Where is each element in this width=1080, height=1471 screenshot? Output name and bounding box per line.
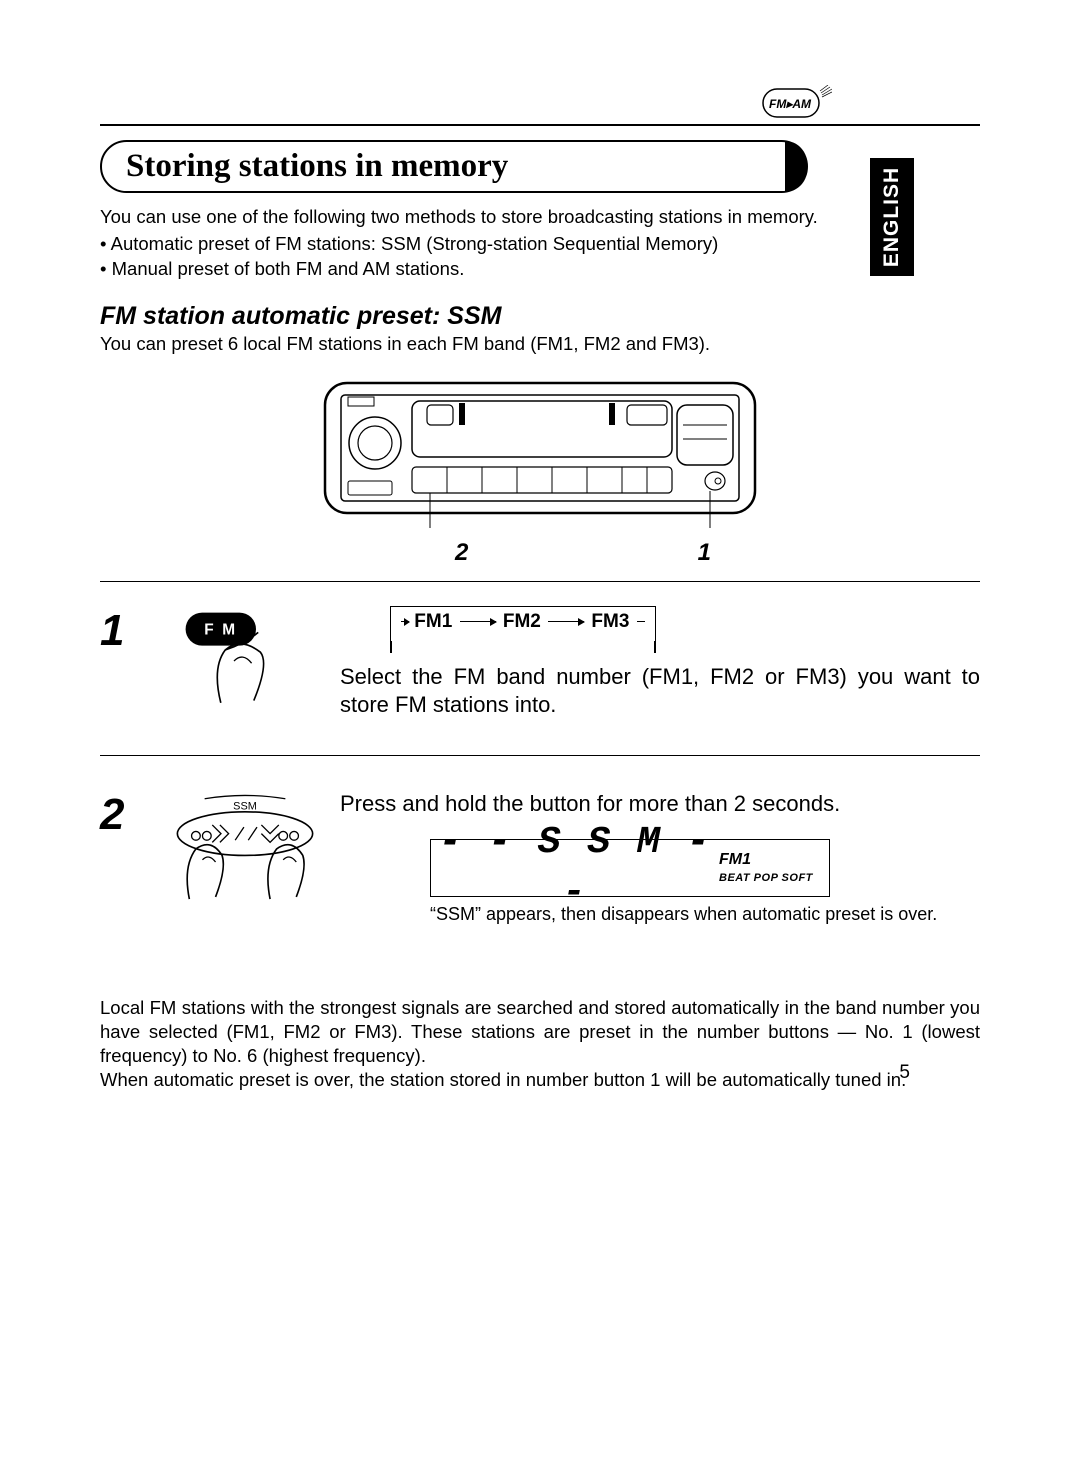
- display-eq-labels: BEAT POP SOFT: [719, 871, 821, 885]
- car-stereo-diagram: [315, 373, 765, 533]
- fmam-badge-icon: FM▸AM: [762, 85, 832, 121]
- fm-button-label: F M: [204, 622, 237, 639]
- intro-bullet: Manual preset of both FM and AM stations…: [100, 257, 980, 282]
- subsection-desc: You can preset 6 local FM stations in ea…: [100, 333, 980, 355]
- divider: [100, 581, 980, 582]
- language-label: ENGLISH: [880, 167, 904, 267]
- page-number: 5: [899, 1062, 910, 1084]
- step-2: 2 SSM Press and ho: [100, 790, 980, 926]
- figure-labels: 2 1: [325, 539, 755, 567]
- step-number: 1: [100, 606, 150, 656]
- language-tab: ENGLISH: [870, 158, 914, 276]
- fm-seq-item: FM3: [591, 611, 629, 632]
- display-main-text: - - S S M - -: [431, 818, 719, 917]
- figure-label-2: 2: [455, 539, 468, 567]
- fmam-text: FM▸AM: [769, 97, 812, 111]
- footer-p1: Local FM stations with the strongest sig…: [100, 996, 980, 1068]
- intro-bullet: Automatic preset of FM stations: SSM (St…: [100, 232, 980, 257]
- ssm-buttons-icon: SSM: [150, 790, 340, 915]
- fm-band-sequence: FM1 FM2 FM3: [390, 606, 656, 653]
- ssm-label-text: SSM: [233, 801, 257, 813]
- step-2-content: Press and hold the button for more than …: [340, 790, 980, 926]
- display-band-indicator: FM1: [719, 850, 821, 871]
- step-1: 1 F M FM1 FM2 FM3 Select the FM band num…: [100, 606, 980, 721]
- manual-page: FM▸AM ENGLISH Storing stations in memory…: [0, 0, 1080, 1132]
- figure-label-1: 1: [698, 539, 711, 567]
- footer-paragraphs: Local FM stations with the strongest sig…: [100, 996, 980, 1092]
- intro-lead: You can use one of the following two met…: [100, 205, 980, 230]
- arrow-icon: [460, 621, 496, 622]
- footer-p2: When automatic preset is over, the stati…: [100, 1068, 980, 1092]
- fm-button-icon: F M: [150, 606, 340, 721]
- arrow-icon: [548, 621, 584, 622]
- divider: [100, 124, 980, 126]
- step-1-content: FM1 FM2 FM3 Select the FM band number (F…: [340, 606, 980, 720]
- display-right-col: FM1 BEAT POP SOFT: [719, 850, 829, 885]
- step-2-text: Press and hold the button for more than …: [340, 790, 980, 819]
- subsection-heading: FM station automatic preset: SSM: [100, 302, 980, 331]
- fm-seq-item: FM1: [414, 611, 452, 632]
- lcd-display: - - S S M - - FM1 BEAT POP SOFT: [430, 839, 830, 897]
- section-title: Storing stations in memory: [100, 140, 808, 193]
- step-1-text: Select the FM band number (FM1, FM2 or F…: [340, 663, 980, 720]
- fm-seq-item: FM2: [503, 611, 541, 632]
- section-title-text: Storing stations in memory: [126, 148, 508, 184]
- divider: [100, 755, 980, 756]
- step-number: 2: [100, 790, 150, 840]
- intro-block: You can use one of the following two met…: [100, 205, 980, 282]
